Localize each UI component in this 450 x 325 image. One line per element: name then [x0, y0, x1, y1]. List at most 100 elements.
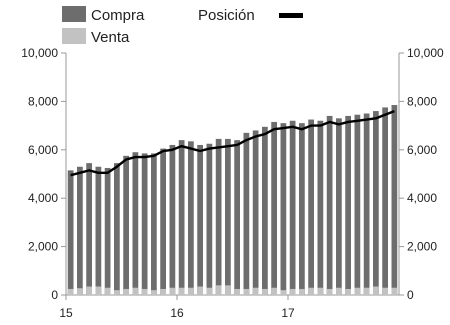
- bar-venta: [178, 287, 185, 295]
- legend-label-venta: Venta: [91, 29, 130, 46]
- bar-compra: [252, 130, 259, 295]
- legend-swatch-compra: [62, 6, 86, 22]
- bar-compra: [151, 153, 157, 295]
- bar-compra: [225, 138, 231, 295]
- bar-venta: [169, 287, 176, 295]
- bar-venta: [77, 288, 83, 295]
- bar-venta: [391, 287, 398, 295]
- legend-label-compra: Compra: [91, 7, 145, 24]
- y-tick-label-left: 8,000: [28, 94, 58, 108]
- x-ticks: 15 16 17: [59, 295, 295, 320]
- bar-venta: [336, 287, 342, 295]
- bar-venta: [132, 287, 139, 295]
- bar-venta: [160, 288, 166, 295]
- bar-compra: [104, 167, 111, 295]
- bar-compra: [308, 119, 314, 295]
- bar-compra: [382, 107, 388, 295]
- bar-venta: [151, 290, 157, 295]
- bar-compra: [215, 138, 222, 295]
- bar-compra: [178, 140, 185, 295]
- bar-venta: [206, 287, 213, 295]
- bars-layer: [67, 105, 398, 296]
- bar-compra: [336, 118, 342, 295]
- y-tick-label-left: 4,000: [28, 191, 58, 205]
- y-ticks-left: 0 2,000 4,000 6,000 8,000 10,000: [21, 46, 66, 302]
- bar-compra: [114, 163, 120, 295]
- y-tick-label-left: 2,000: [28, 240, 58, 254]
- bar-venta: [345, 288, 351, 295]
- bar-venta: [252, 287, 259, 295]
- bar-venta: [373, 286, 379, 295]
- x-tick-label: 17: [281, 306, 295, 320]
- bar-compra: [289, 120, 296, 295]
- bar-venta: [363, 287, 370, 295]
- bar-compra: [123, 155, 129, 295]
- bar-venta: [289, 288, 296, 295]
- bar-venta: [308, 287, 314, 295]
- y-tick-label-right: 6,000: [407, 143, 437, 157]
- bar-compra: [95, 166, 102, 295]
- bar-venta: [225, 285, 231, 295]
- bar-venta: [86, 286, 92, 295]
- bar-venta: [299, 288, 305, 295]
- bar-venta: [114, 290, 120, 295]
- bar-compra: [391, 105, 398, 295]
- y-tick-label-right: 10,000: [407, 46, 444, 60]
- line-posicion: [70, 109, 395, 177]
- bar-venta: [188, 287, 194, 295]
- bar-venta: [141, 288, 148, 295]
- bar-compra: [234, 140, 240, 295]
- bar-compra: [317, 120, 324, 295]
- bar-compra: [373, 111, 379, 295]
- bar-compra: [345, 115, 351, 295]
- bar-compra: [243, 132, 250, 295]
- bar-venta: [234, 288, 240, 295]
- bar-compra: [86, 163, 92, 295]
- bar-compra: [141, 153, 148, 295]
- bar-venta: [123, 288, 129, 295]
- bar-compra: [271, 121, 277, 295]
- bar-compra: [262, 126, 268, 295]
- legend-label-posicion: Posición: [198, 7, 255, 24]
- bar-compra: [132, 152, 139, 295]
- bar-venta: [326, 288, 333, 295]
- bar-venta: [67, 288, 74, 295]
- bar-venta: [317, 287, 324, 295]
- bar-venta: [280, 290, 287, 295]
- y-tick-label-right: 8,000: [407, 94, 437, 108]
- bar-compra: [299, 123, 305, 296]
- legend: Compra Venta Posición: [62, 6, 303, 46]
- bar-venta: [95, 286, 102, 295]
- bar-compra: [160, 148, 166, 295]
- y-ticks-right: 0 2,000 4,000 6,000 8,000 10,000: [399, 46, 444, 302]
- x-tick-label: 16: [170, 306, 184, 320]
- bar-venta: [197, 286, 203, 295]
- bar-venta: [382, 287, 388, 295]
- y-tick-label-right: 4,000: [407, 191, 437, 205]
- bar-venta: [354, 287, 361, 295]
- bar-venta: [215, 285, 222, 295]
- line-layer: [70, 109, 395, 177]
- y-tick-label-left: 0: [51, 288, 58, 302]
- bar-compra: [363, 113, 370, 295]
- bar-compra: [67, 170, 74, 295]
- x-tick-label: 15: [59, 306, 73, 320]
- bar-compra: [206, 143, 213, 295]
- bar-compra: [326, 115, 333, 295]
- legend-swatch-posicion: [279, 13, 303, 18]
- bar-compra: [77, 166, 83, 295]
- legend-swatch-venta: [62, 28, 86, 44]
- bar-compra: [280, 123, 287, 296]
- bar-compra: [169, 144, 176, 295]
- bar-venta: [104, 287, 111, 295]
- y-tick-label-right: 0: [407, 288, 414, 302]
- bar-compra: [354, 114, 361, 296]
- y-tick-label-right: 2,000: [407, 240, 437, 254]
- y-tick-label-left: 10,000: [21, 46, 58, 60]
- bar-compra: [188, 141, 194, 295]
- y-tick-label-left: 6,000: [28, 143, 58, 157]
- bar-venta: [262, 288, 268, 295]
- bar-venta: [243, 288, 250, 295]
- bar-compra: [197, 144, 203, 295]
